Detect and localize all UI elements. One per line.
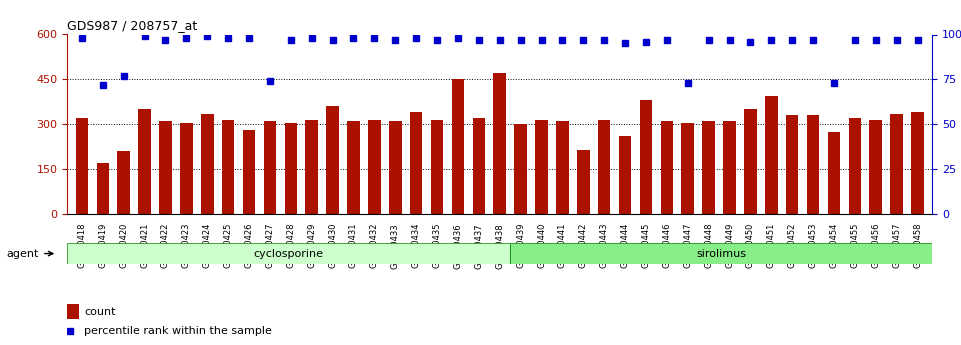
Bar: [891, 114, 903, 214]
Bar: [514, 124, 527, 214]
Bar: [67, 304, 80, 319]
Bar: [243, 130, 256, 214]
Bar: [493, 73, 506, 214]
Text: count: count: [85, 307, 115, 317]
Bar: [827, 132, 840, 214]
Bar: [410, 112, 423, 214]
Bar: [76, 118, 88, 214]
Bar: [473, 118, 485, 214]
FancyBboxPatch shape: [510, 243, 932, 264]
Text: sirolimus: sirolimus: [696, 249, 746, 258]
Text: agent: agent: [7, 249, 53, 258]
Bar: [849, 118, 861, 214]
Text: percentile rank within the sample: percentile rank within the sample: [85, 326, 272, 336]
Bar: [577, 150, 589, 214]
Bar: [911, 112, 924, 214]
Bar: [681, 123, 694, 214]
Bar: [138, 109, 151, 214]
Bar: [431, 120, 443, 214]
Bar: [347, 121, 359, 214]
Bar: [389, 121, 402, 214]
Bar: [117, 151, 130, 214]
Bar: [556, 121, 569, 214]
Bar: [744, 109, 756, 214]
Bar: [180, 123, 192, 214]
Bar: [222, 120, 234, 214]
Bar: [284, 123, 297, 214]
Bar: [807, 115, 820, 214]
Bar: [96, 163, 109, 214]
Bar: [598, 120, 610, 214]
Bar: [870, 120, 882, 214]
Bar: [160, 121, 172, 214]
Bar: [786, 115, 799, 214]
Bar: [535, 120, 548, 214]
Bar: [368, 120, 381, 214]
Bar: [263, 121, 276, 214]
Text: cyclosporine: cyclosporine: [254, 249, 324, 258]
FancyBboxPatch shape: [67, 243, 510, 264]
Bar: [660, 121, 673, 214]
Bar: [306, 120, 318, 214]
Bar: [327, 106, 339, 214]
Bar: [724, 121, 736, 214]
Bar: [201, 114, 213, 214]
Bar: [765, 96, 777, 214]
Text: GDS987 / 208757_at: GDS987 / 208757_at: [67, 19, 198, 32]
Bar: [452, 79, 464, 214]
Bar: [702, 121, 715, 214]
Bar: [640, 100, 653, 214]
Bar: [619, 136, 631, 214]
